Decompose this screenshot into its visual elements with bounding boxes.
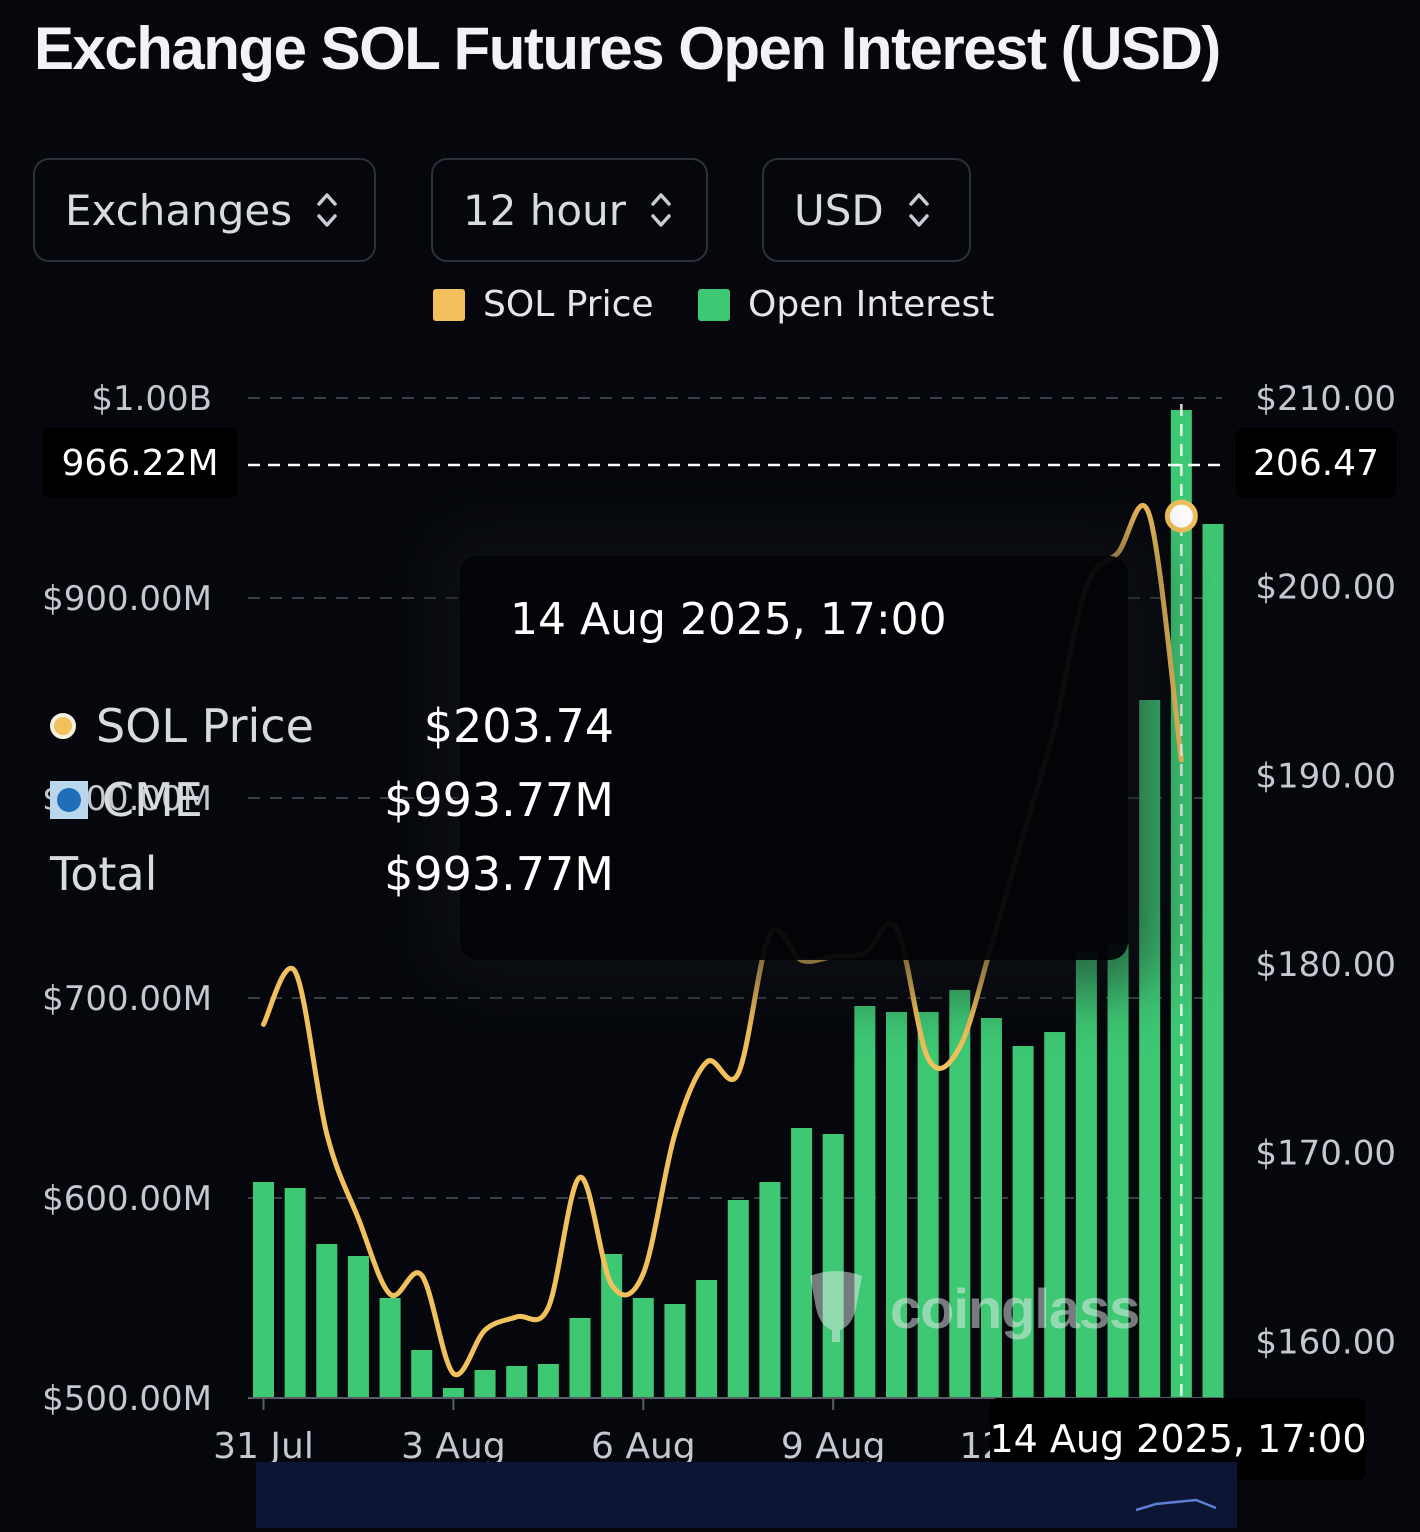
open-interest-bar[interactable]: [791, 1128, 813, 1398]
open-interest-bar[interactable]: [1075, 952, 1097, 1398]
coinglass-logo-icon: [810, 1271, 862, 1342]
tooltip-date: 14 Aug 2025, 17:00: [510, 594, 947, 645]
tooltip-row-cme: CME $993.77M: [50, 772, 614, 828]
exchanges-select[interactable]: Exchanges: [33, 158, 376, 262]
tooltip-total-label: Total: [50, 847, 158, 901]
interval-select-label: 12 hour: [463, 185, 626, 235]
coinglass-watermark: coinglass: [800, 1268, 1140, 1348]
open-interest-bar[interactable]: [854, 1006, 876, 1398]
x-axis-label: 3 Aug: [401, 1426, 506, 1467]
legend-swatch-oi: [698, 288, 730, 321]
tooltip: 14 Aug 2025, 17:00: [460, 556, 1128, 960]
interval-select[interactable]: 12 hour: [431, 158, 708, 262]
x-axis-label: 9 Aug: [781, 1426, 886, 1467]
tooltip-row-price: SOL Price $203.74: [50, 698, 614, 754]
right-axis-tick: $170.00: [1255, 1134, 1396, 1174]
open-interest-bar[interactable]: [1139, 700, 1161, 1398]
open-interest-bar[interactable]: [316, 1244, 338, 1398]
open-interest-bar[interactable]: [632, 1298, 654, 1398]
sort-chevrons-icon: [317, 193, 337, 227]
open-interest-bar[interactable]: [1107, 944, 1129, 1398]
open-interest-bar[interactable]: [696, 1280, 718, 1398]
open-interest-bar[interactable]: [727, 1200, 749, 1398]
open-interest-bar[interactable]: [347, 1256, 369, 1398]
crosshair-right-value: 206.47: [1236, 428, 1396, 498]
left-axis-tick: $900.00M: [42, 579, 212, 619]
left-axis-tick: $600.00M: [42, 1179, 212, 1219]
right-axis-tick: $160.00: [1255, 1322, 1396, 1362]
watermark-text: coinglass: [890, 1276, 1140, 1340]
open-interest-bar[interactable]: [474, 1370, 496, 1398]
open-interest-bar[interactable]: [886, 1012, 907, 1398]
sort-chevrons-icon: [651, 193, 671, 227]
crosshair-price-marker: [1164, 499, 1198, 533]
left-axis-tick: $700.00M: [42, 979, 212, 1019]
currency-select-label: USD: [794, 185, 884, 235]
crosshair-bottom-date: 14 Aug 2025, 17:00: [989, 1398, 1367, 1480]
open-interest-bar[interactable]: [411, 1350, 433, 1398]
open-interest-bar[interactable]: [284, 1188, 306, 1398]
exchanges-select-label: Exchanges: [65, 185, 293, 235]
open-interest-bars: [253, 410, 1224, 1398]
legend-open-interest[interactable]: Open Interest: [698, 284, 994, 325]
open-interest-bar[interactable]: [759, 1182, 781, 1398]
open-interest-bar[interactable]: [664, 1304, 686, 1398]
x-axis-label: 6 Aug: [591, 1426, 696, 1467]
tooltip-price-value: $203.74: [423, 699, 614, 753]
right-axis-tick: $190.00: [1255, 756, 1396, 796]
open-interest-bar[interactable]: [949, 990, 971, 1398]
right-axis-tick: $210.00: [1255, 379, 1396, 419]
open-interest-bar[interactable]: [601, 1254, 623, 1398]
open-interest-bar[interactable]: [1202, 524, 1224, 1398]
navigator-preview: [1135, 1498, 1217, 1512]
right-axis: $210.00 $200.00 $190.00 $180.00 $170.00 $160.…: [1255, 379, 1396, 1362]
open-interest-bar[interactable]: [537, 1364, 559, 1398]
open-interest-bar[interactable]: [1012, 1046, 1034, 1398]
tooltip-row-total: Total $993.77M: [50, 846, 614, 902]
cme-logo-icon: [50, 781, 88, 819]
tooltip-cme-value: $993.77M: [384, 773, 614, 827]
tooltip-price-label: SOL Price: [96, 699, 314, 753]
right-axis-tick: $200.00: [1255, 568, 1396, 608]
left-axis-tick: $1.00B: [91, 379, 212, 419]
open-interest-bar[interactable]: [379, 1298, 401, 1398]
price-dot-icon: [50, 713, 76, 739]
left-axis-tick: $500.00M: [42, 1379, 212, 1419]
legend-label-price: SOL Price: [483, 284, 654, 325]
legend-sol-price[interactable]: SOL Price: [433, 284, 654, 325]
open-interest-bar[interactable]: [253, 1182, 274, 1398]
right-axis-tick: $180.00: [1255, 945, 1396, 985]
legend-label-oi: Open Interest: [748, 284, 995, 325]
currency-select[interactable]: USD: [762, 158, 971, 262]
legend-swatch-price: [433, 288, 465, 321]
page-title: Exchange SOL Futures Open Interest (USD): [34, 15, 1221, 82]
range-navigator[interactable]: [256, 1462, 1237, 1528]
x-axis-label: 31 Jul: [213, 1426, 314, 1467]
sort-chevrons-icon: [909, 193, 929, 227]
open-interest-bar[interactable]: [1044, 1032, 1066, 1398]
open-interest-bar[interactable]: [506, 1366, 528, 1398]
tooltip-cme-label: CME: [102, 773, 203, 827]
open-interest-bar[interactable]: [442, 1388, 464, 1398]
open-interest-bar[interactable]: [822, 1134, 844, 1398]
open-interest-bar[interactable]: [569, 1318, 591, 1398]
tooltip-total-value: $993.77M: [384, 847, 614, 901]
crosshair-left-value: 966.22M: [42, 428, 238, 498]
open-interest-bar[interactable]: [917, 1012, 939, 1398]
open-interest-bar[interactable]: [980, 1018, 1002, 1398]
